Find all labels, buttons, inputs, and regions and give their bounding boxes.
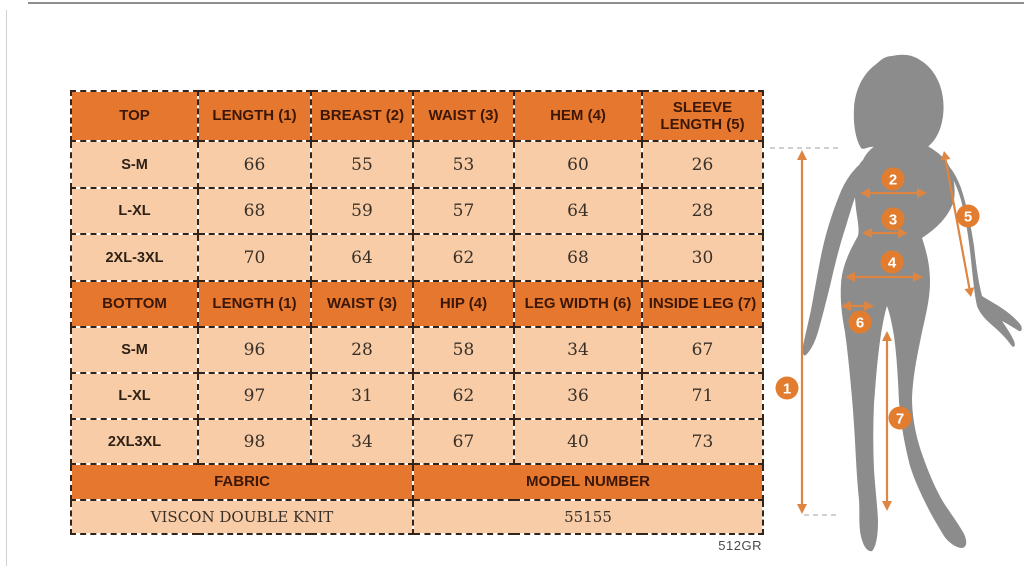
table-row: S-M 66 55 53 60 26: [70, 140, 764, 189]
svg-text:2: 2: [889, 172, 897, 189]
column-header: SLEEVE LENGTH (5): [641, 90, 764, 142]
column-header: LENGTH (1): [197, 280, 312, 328]
measurement-value: 58: [412, 326, 515, 374]
svg-text:3: 3: [889, 212, 897, 229]
top-header-row: TOP LENGTH (1) BREAST (2) WAIST (3) HEM …: [70, 90, 764, 142]
silhouette-right-arm: [938, 158, 1022, 347]
column-header: LEG WIDTH (6): [513, 280, 643, 328]
measurement-value: 67: [641, 326, 764, 374]
silhouette-left-arm: [802, 160, 866, 356]
svg-text:7: 7: [896, 411, 904, 428]
hip-arrow: [845, 272, 923, 282]
size-label: S-M: [70, 326, 199, 374]
column-header: WAIST (3): [412, 90, 515, 142]
bottom-header-row: BOTTOM LENGTH (1) WAIST (3) HIP (4) LEG …: [70, 280, 764, 328]
image-left-border: [6, 10, 7, 566]
column-header: WAIST (3): [310, 280, 414, 328]
size-table: TOP LENGTH (1) BREAST (2) WAIST (3) HEM …: [70, 90, 764, 535]
measurement-figure: 1 2 3 4 5: [770, 50, 1024, 584]
column-header: BREAST (2): [310, 90, 414, 142]
fabric-header: FABRIC: [70, 463, 414, 501]
column-header: TOP: [70, 90, 199, 142]
measurement-value: 40: [513, 418, 643, 465]
marker-3: 3: [881, 207, 905, 231]
measurement-value: 53: [412, 140, 515, 189]
table-row: 2XL3XL 98 34 67 40 73: [70, 418, 764, 465]
breast-arrow: [860, 188, 927, 198]
marker-4: 4: [880, 250, 904, 274]
measurement-value: 34: [310, 418, 414, 465]
svg-text:6: 6: [856, 315, 864, 332]
measurement-value: 96: [197, 326, 312, 374]
marker-1: 1: [775, 376, 799, 400]
column-header: LENGTH (1): [197, 90, 312, 142]
measurement-value: 57: [412, 187, 515, 235]
measurement-arrows: [797, 150, 975, 514]
size-label: L-XL: [70, 372, 199, 420]
table-row: L-XL 68 59 57 64 28: [70, 187, 764, 235]
measurement-value: 36: [513, 372, 643, 420]
measurement-value: 59: [310, 187, 414, 235]
silhouette-body: [840, 138, 967, 552]
fabric-value: VISCON DOUBLE KNIT: [70, 499, 414, 535]
column-header: BOTTOM: [70, 280, 199, 328]
column-header: HIP (4): [412, 280, 515, 328]
measurement-value: 98: [197, 418, 312, 465]
measurement-value: 73: [641, 418, 764, 465]
measurement-value: 60: [513, 140, 643, 189]
model-number-header: MODEL NUMBER: [412, 463, 764, 501]
measurement-value: 66: [197, 140, 312, 189]
marker-7: 7: [888, 406, 912, 430]
svg-text:1: 1: [783, 381, 791, 398]
marker-5: 5: [956, 204, 980, 228]
female-silhouette: [802, 54, 1022, 552]
measurement-value: 64: [513, 187, 643, 235]
measurement-value: 30: [641, 233, 764, 282]
size-label: S-M: [70, 140, 199, 189]
svg-text:5: 5: [964, 209, 972, 226]
measurement-value: 68: [513, 233, 643, 282]
size-label: L-XL: [70, 187, 199, 235]
size-label: 2XL-3XL: [70, 233, 199, 282]
model-number-value: 55155: [412, 499, 764, 535]
measurement-value: 28: [641, 187, 764, 235]
measurement-value: 55: [310, 140, 414, 189]
table-row: S-M 96 28 58 34 67: [70, 326, 764, 374]
measurement-value: 64: [310, 233, 414, 282]
waist-arrow: [862, 228, 908, 238]
column-header: INSIDE LEG (7): [641, 280, 764, 328]
silhouette-hair: [853, 54, 944, 155]
reference-dashed-lines: [770, 147, 838, 516]
image-code-label: 512GR: [718, 538, 762, 553]
measurement-value: 34: [513, 326, 643, 374]
footer-header-row: FABRIC MODEL NUMBER: [70, 463, 764, 501]
measurement-value: 28: [310, 326, 414, 374]
marker-6: 6: [848, 310, 872, 334]
table-row: 2XL-3XL 70 64 62 68 30: [70, 233, 764, 282]
measurement-value: 62: [412, 233, 515, 282]
footer-value-row: VISCON DOUBLE KNIT 55155: [70, 499, 764, 535]
measurement-value: 71: [641, 372, 764, 420]
svg-text:4: 4: [888, 255, 897, 272]
measurement-value: 26: [641, 140, 764, 189]
table-row: L-XL 97 31 62 36 71: [70, 372, 764, 420]
measurement-markers: 1 2 3 4 5: [775, 167, 980, 430]
measurement-value: 68: [197, 187, 312, 235]
measurement-value: 70: [197, 233, 312, 282]
measurement-value: 31: [310, 372, 414, 420]
image-top-border: [28, 2, 1024, 4]
leg-width-arrow: [841, 301, 874, 311]
measurement-value: 97: [197, 372, 312, 420]
marker-2: 2: [881, 167, 905, 191]
measurement-value: 67: [412, 418, 515, 465]
inside-leg-arrow: [882, 331, 892, 511]
measurement-value: 62: [412, 372, 515, 420]
size-label: 2XL3XL: [70, 418, 199, 465]
length-arrow: [797, 150, 807, 514]
column-header: HEM (4): [513, 90, 643, 142]
